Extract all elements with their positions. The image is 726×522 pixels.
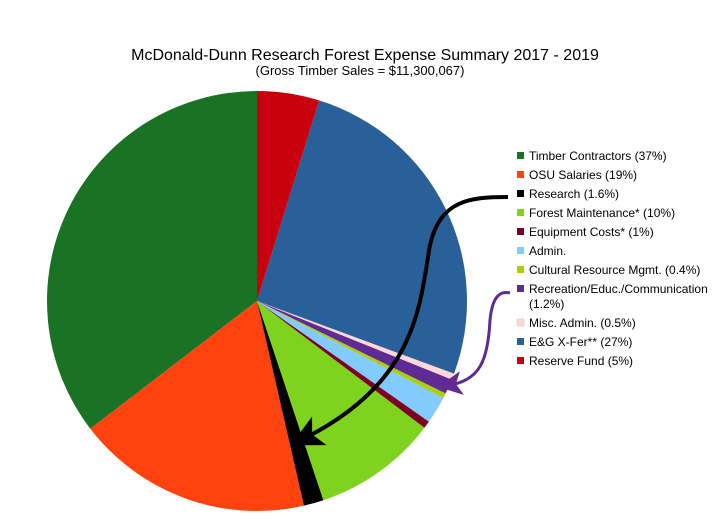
legend-entry-1: OSU Salaries (19%) — [529, 168, 637, 182]
pie-slice-8 — [257, 301, 455, 380]
legend-swatch-1 — [517, 171, 524, 178]
legend: Timber Contractors (37%) OSU Salaries (19… — [516, 149, 708, 368]
pie-slices — [47, 91, 467, 511]
legend-swatch-5 — [517, 247, 524, 254]
chart-title: McDonald-Dunn Research Forest Expense Su… — [131, 47, 599, 64]
pie-slice-0 — [47, 91, 257, 429]
legend-entry-4: Equipment Costs* (1%) — [529, 225, 654, 239]
legend-swatch-6 — [517, 266, 524, 273]
legend-swatch-8 — [516, 318, 525, 327]
legend-swatch-2 — [517, 190, 524, 197]
chart-subtitle: (Gross Timber Sales = $11,300,067) — [256, 63, 465, 78]
research-callout-arrow — [290, 195, 509, 446]
legend-swatch-4 — [517, 228, 524, 235]
pie-slice-7 — [257, 301, 452, 394]
legend-swatch-7 — [517, 285, 524, 292]
legend-entry-6: Cultural Resource Mgmt. (0.4%) — [529, 263, 700, 277]
legend-swatch-0 — [517, 152, 524, 159]
legend-swatch-10 — [517, 357, 524, 364]
pie-slice-1 — [90, 301, 304, 511]
recreation-callout-arrow — [438, 290, 511, 395]
pie-slice-3 — [257, 301, 425, 501]
legend-entry-10: Reserve Fund (5%) — [529, 354, 633, 368]
legend-entry-9: E&G X-Fer** (27%) — [529, 335, 632, 349]
pie-slice-6 — [257, 301, 446, 398]
pie-slice-10 — [257, 91, 320, 301]
legend-entry-3: Forest Maintenance* (10%) — [529, 206, 675, 220]
legend-entry-0: Timber Contractors (37%) — [529, 149, 667, 163]
pie-slice-9 — [257, 100, 467, 374]
legend-swatch-9 — [517, 338, 524, 345]
legend-entry-7: Recreation/Educ./Communication (1.2%) — [529, 282, 708, 311]
legend-entry-8: Misc. Admin. (0.5%) — [529, 316, 636, 330]
pie-slice-4 — [257, 301, 429, 428]
pie-slice-2 — [257, 301, 324, 506]
pie-slice-5 — [257, 301, 444, 422]
legend-entry-2: Research (1.6%) — [529, 187, 619, 201]
legend-swatch-3 — [517, 209, 524, 216]
legend-entry-5: Admin. — [529, 244, 566, 258]
